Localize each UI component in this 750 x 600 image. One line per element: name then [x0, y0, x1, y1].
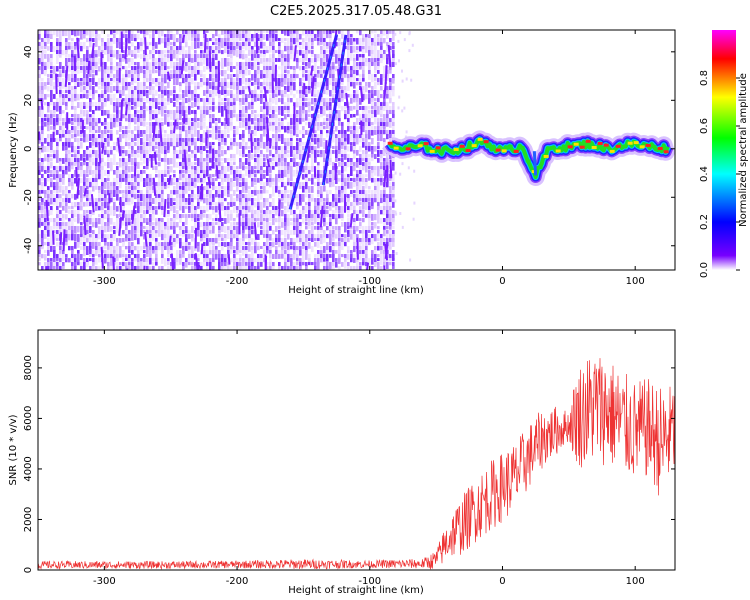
snr-x-axis: -300 -200 -100 0 100 [93, 330, 645, 587]
y-tick-label: 2000 [23, 507, 34, 532]
x-tick-label: -300 [93, 276, 116, 287]
x-tick-label: -100 [358, 576, 381, 587]
figure-title: C2E5.2025.317.05.48.G31 [270, 4, 442, 19]
colorbar-tick-label: 0.4 [699, 166, 710, 182]
colorbar-gradient [712, 30, 736, 270]
signal-dip [532, 151, 538, 176]
colorbar-ticks: 0.0 0.2 0.4 0.6 0.8 [699, 70, 740, 278]
x-tick-label: -200 [226, 576, 249, 587]
diagonal-streak [288, 34, 339, 210]
colorbar-tick-label: 0.2 [699, 214, 710, 230]
snr-series-line [38, 358, 675, 570]
spectrogram-frame [37, 29, 676, 271]
colorbar: 0.0 0.2 0.4 0.6 0.8 Normalized spectral ampl… [699, 30, 749, 278]
y-tick-label: 0 [23, 567, 34, 573]
y-tick-label: 8000 [23, 355, 34, 380]
spectrogram-area [38, 30, 675, 270]
spectrogram-x-axis: -300 -200 -100 0 100 [93, 30, 645, 287]
y-tick-label: -40 [23, 238, 34, 254]
y-tick-label: 20 [23, 94, 34, 107]
snr-x-label: Height of straight line (km) [288, 585, 424, 596]
colorbar-tick-label: 0.6 [699, 118, 710, 134]
colorbar-label: Normalized spectral amplitude [738, 73, 749, 227]
noise-region [38, 30, 416, 270]
snr-frame [37, 329, 676, 571]
x-tick-label: -300 [93, 576, 116, 587]
x-tick-label: -200 [226, 276, 249, 287]
x-tick-label: 0 [499, 576, 505, 587]
y-tick-label: -20 [23, 189, 34, 205]
spectrogram-x-label: Height of straight line (km) [288, 285, 424, 296]
diagonal-streak-core [322, 34, 347, 186]
colorbar-tick-label: 0.0 [699, 262, 710, 278]
x-tick-label: 0 [499, 276, 505, 287]
x-tick-label: -100 [358, 276, 381, 287]
y-tick-label: 4000 [23, 456, 34, 481]
snr-y-label: SNR (10 * v/v) [8, 414, 19, 485]
x-tick-label: 100 [626, 576, 645, 587]
spectrogram-y-label: Frequency (Hz) [8, 112, 19, 188]
y-tick-label: 40 [23, 45, 34, 58]
y-tick-label: 0 [23, 146, 34, 152]
colorbar-tick-label: 0.8 [699, 70, 710, 86]
signal-band [388, 137, 670, 179]
spectrogram-y-axis: -40 -20 0 20 40 [23, 45, 675, 254]
y-tick-label: 6000 [23, 406, 34, 431]
signal-track [382, 130, 675, 186]
snr-y-axis: 0 2000 4000 6000 8000 [23, 355, 675, 573]
snr-plot-area [38, 358, 675, 570]
x-tick-label: 100 [626, 276, 645, 287]
